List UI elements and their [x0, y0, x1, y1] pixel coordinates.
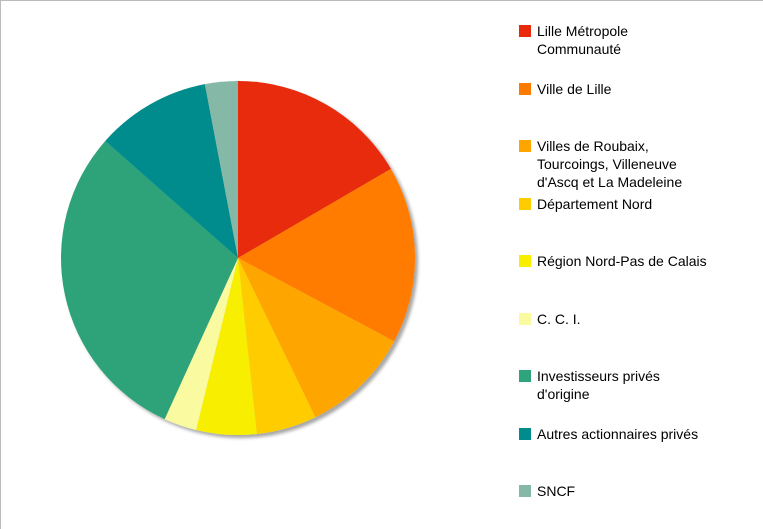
- legend-entry: Investisseurs privés d'origine: [519, 367, 660, 403]
- legend-swatch: [519, 140, 531, 152]
- legend-label: Ville de Lille: [537, 80, 612, 97]
- legend-entry: Ville de Lille: [519, 80, 611, 98]
- legend-swatch: [519, 197, 531, 210]
- pie-slice: [196, 258, 257, 435]
- pie-slice: [105, 84, 238, 258]
- legend-entry: Autres actionnaires privés: [519, 425, 698, 443]
- legend-entry: SNCF: [519, 482, 575, 500]
- pie-slice: [164, 258, 238, 430]
- pie-slice: [238, 258, 395, 418]
- legend-entry: Villes de Roubaix, Tourcoings, Villeneuv…: [519, 137, 682, 191]
- legend-label: Villes de Roubaix, Tourcoings, Villeneuv…: [537, 138, 683, 190]
- pie-slice: [238, 81, 391, 258]
- pie-slice: [204, 81, 238, 258]
- legend-label: SNCF: [537, 483, 576, 499]
- legend-label: Lille Métropole Communauté: [537, 23, 629, 57]
- legend-swatch: [519, 427, 531, 440]
- legend-swatch: [519, 255, 531, 267]
- legend-swatch: [519, 485, 531, 497]
- pie-slice: [60, 140, 239, 420]
- pie-slice: [238, 258, 316, 434]
- legend-entry: C. C. I.: [519, 310, 581, 328]
- legend-swatch: [519, 370, 531, 382]
- pie-slice: [238, 168, 416, 342]
- legend-entry: Région Nord-Pas de Calais: [519, 252, 707, 270]
- legend-entry: Lille Métropole Communauté: [519, 22, 628, 58]
- legend-swatch: [519, 312, 531, 325]
- legend-swatch: [519, 82, 531, 95]
- legend-swatch: [519, 25, 531, 37]
- legend-label: Région Nord-Pas de Calais: [537, 253, 707, 269]
- legend-label: C. C. I.: [537, 310, 581, 327]
- legend-entry: Département Nord: [519, 195, 652, 213]
- pie: [60, 81, 416, 435]
- legend-label: Autres actionnaires privés: [537, 425, 699, 442]
- legend-label: Département Nord: [537, 195, 653, 212]
- legend-label: Investisseurs privés d'origine: [537, 368, 660, 402]
